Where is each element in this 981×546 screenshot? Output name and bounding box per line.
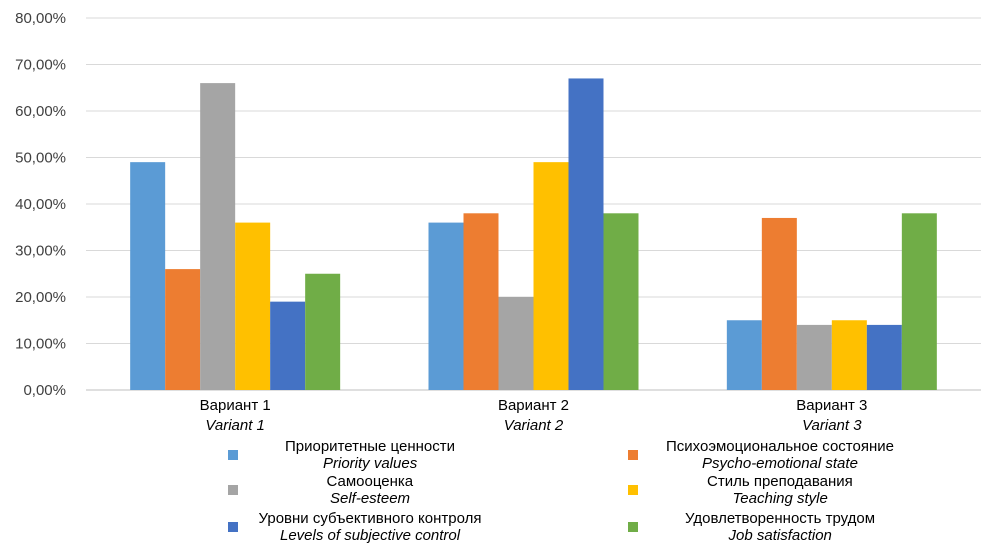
y-tick-label: 10,00% — [15, 336, 66, 353]
bar — [901, 213, 937, 390]
bar — [533, 162, 569, 390]
bar — [165, 269, 201, 390]
legend-label-english: Levels of subjective control — [280, 527, 461, 544]
y-tick-label: 40,00% — [15, 196, 66, 213]
bar — [305, 273, 341, 390]
y-tick-label: 80,00% — [15, 10, 66, 27]
legend-label: Уровни субъективного контроля — [258, 510, 482, 527]
bar — [726, 320, 762, 390]
y-tick-label: 50,00% — [15, 150, 66, 167]
bar — [130, 162, 166, 390]
legend-label-english: Psycho-emotional state — [702, 455, 858, 472]
bar — [796, 324, 832, 390]
bar — [831, 320, 867, 390]
legend-swatch — [228, 485, 238, 495]
bar — [761, 217, 797, 390]
bar — [603, 213, 639, 390]
y-tick-label: 0,00% — [23, 382, 66, 399]
legend-swatch — [628, 522, 638, 532]
legend-label: Стиль преподавания — [707, 473, 853, 490]
bar — [270, 301, 306, 390]
bar — [568, 78, 604, 390]
legend-label-english: Priority values — [323, 455, 418, 472]
legend-label-english: Self-esteem — [330, 490, 411, 507]
x-category-label: Вариант 2 — [498, 397, 569, 414]
bar — [428, 222, 464, 390]
legend-label: Психоэмоциональное состояние — [666, 438, 894, 455]
y-axis: 0,00% 10,00% 20,00% 30,00% 40,00% 50,00% 60,00… — [15, 10, 66, 399]
legend-swatch — [228, 522, 238, 532]
bars — [130, 78, 937, 390]
legend-swatch — [228, 450, 238, 460]
y-tick-label: 60,00% — [15, 103, 66, 120]
legend-swatch — [628, 450, 638, 460]
x-category-label-english: Variant 3 — [802, 417, 862, 434]
x-category-label-english: Variant 2 — [504, 417, 564, 434]
legend-swatch — [628, 485, 638, 495]
x-axis: Вариант 1 Variant 1 Вариант 2 Variant 2 Вари… — [200, 397, 868, 434]
y-tick-label: 30,00% — [15, 243, 66, 260]
legend-label: Самооценка — [326, 473, 414, 490]
legend-label-english: Teaching style — [732, 490, 828, 507]
bar — [463, 213, 499, 390]
legend-label: Удовлетворенность трудом — [685, 510, 876, 527]
legend-label: Приоритетные ценности — [285, 438, 455, 455]
legend-label-english: Job satisfaction — [728, 527, 832, 544]
bar — [866, 324, 902, 390]
bar — [235, 222, 271, 390]
bar — [498, 297, 534, 390]
x-category-label: Вариант 1 — [200, 397, 271, 414]
bar — [200, 83, 236, 390]
y-tick-label: 70,00% — [15, 57, 66, 74]
x-category-label-english: Variant 1 — [205, 417, 264, 434]
x-category-label: Вариант 3 — [796, 397, 867, 414]
y-tick-label: 20,00% — [15, 289, 66, 306]
